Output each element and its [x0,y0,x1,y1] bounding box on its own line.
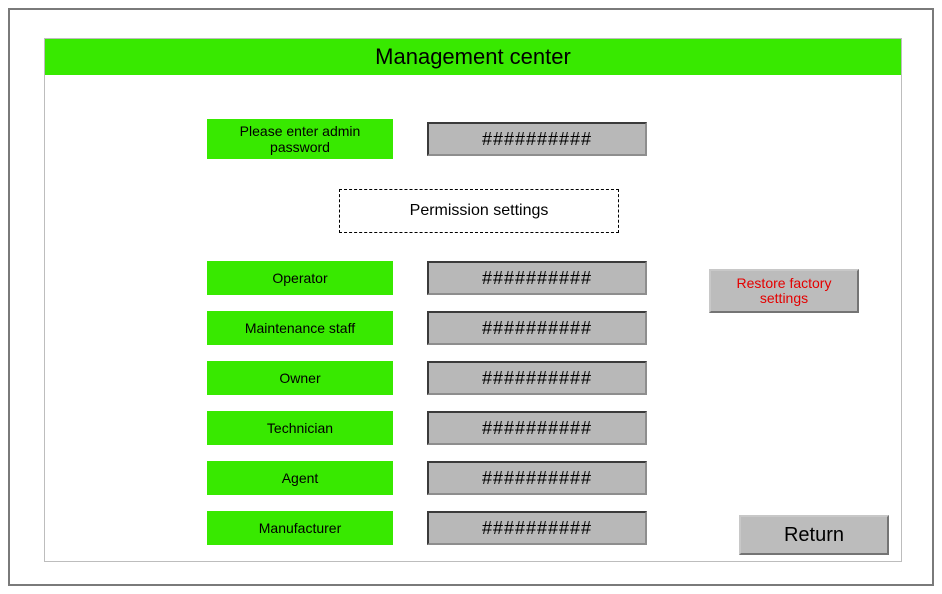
role-label-technician: Technician [207,411,393,445]
section-permission-settings: Permission settings [339,189,619,233]
admin-password-input[interactable]: ########## [427,122,647,156]
role-label-operator: Operator [207,261,393,295]
role-label-agent: Agent [207,461,393,495]
return-button[interactable]: Return [739,515,889,555]
outer-frame: Management center Please enter admin pas… [8,8,934,586]
role-input-maintenance[interactable]: ########## [427,311,647,345]
role-label-maintenance: Maintenance staff [207,311,393,345]
admin-password-label: Please enter admin password [207,119,393,159]
role-input-operator[interactable]: ########## [427,261,647,295]
page-title: Management center [45,39,901,75]
role-input-manufacturer[interactable]: ########## [427,511,647,545]
main-panel: Management center Please enter admin pas… [44,38,902,562]
role-input-technician[interactable]: ########## [427,411,647,445]
restore-factory-button[interactable]: Restore factory settings [709,269,859,313]
role-label-manufacturer: Manufacturer [207,511,393,545]
role-label-owner: Owner [207,361,393,395]
role-input-agent[interactable]: ########## [427,461,647,495]
role-input-owner[interactable]: ########## [427,361,647,395]
